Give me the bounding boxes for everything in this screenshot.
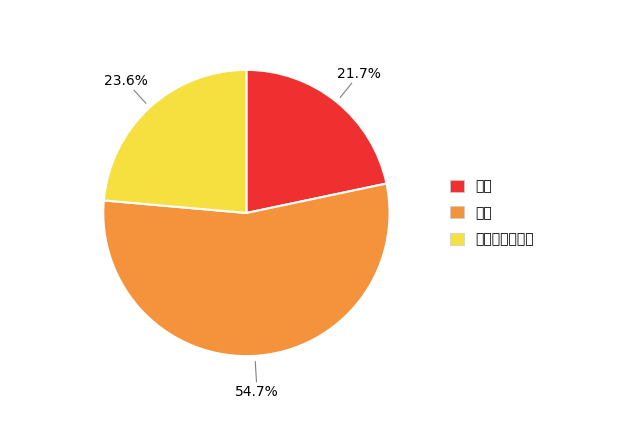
Wedge shape xyxy=(104,70,246,213)
Text: 54.7%: 54.7% xyxy=(235,362,279,399)
Wedge shape xyxy=(246,70,387,213)
Text: 21.7%: 21.7% xyxy=(337,67,381,98)
Text: 23.6%: 23.6% xyxy=(104,74,147,103)
Legend: 賛成, 反対, どちらでもない: 賛成, 反対, どちらでもない xyxy=(450,179,534,247)
Wedge shape xyxy=(103,184,390,356)
